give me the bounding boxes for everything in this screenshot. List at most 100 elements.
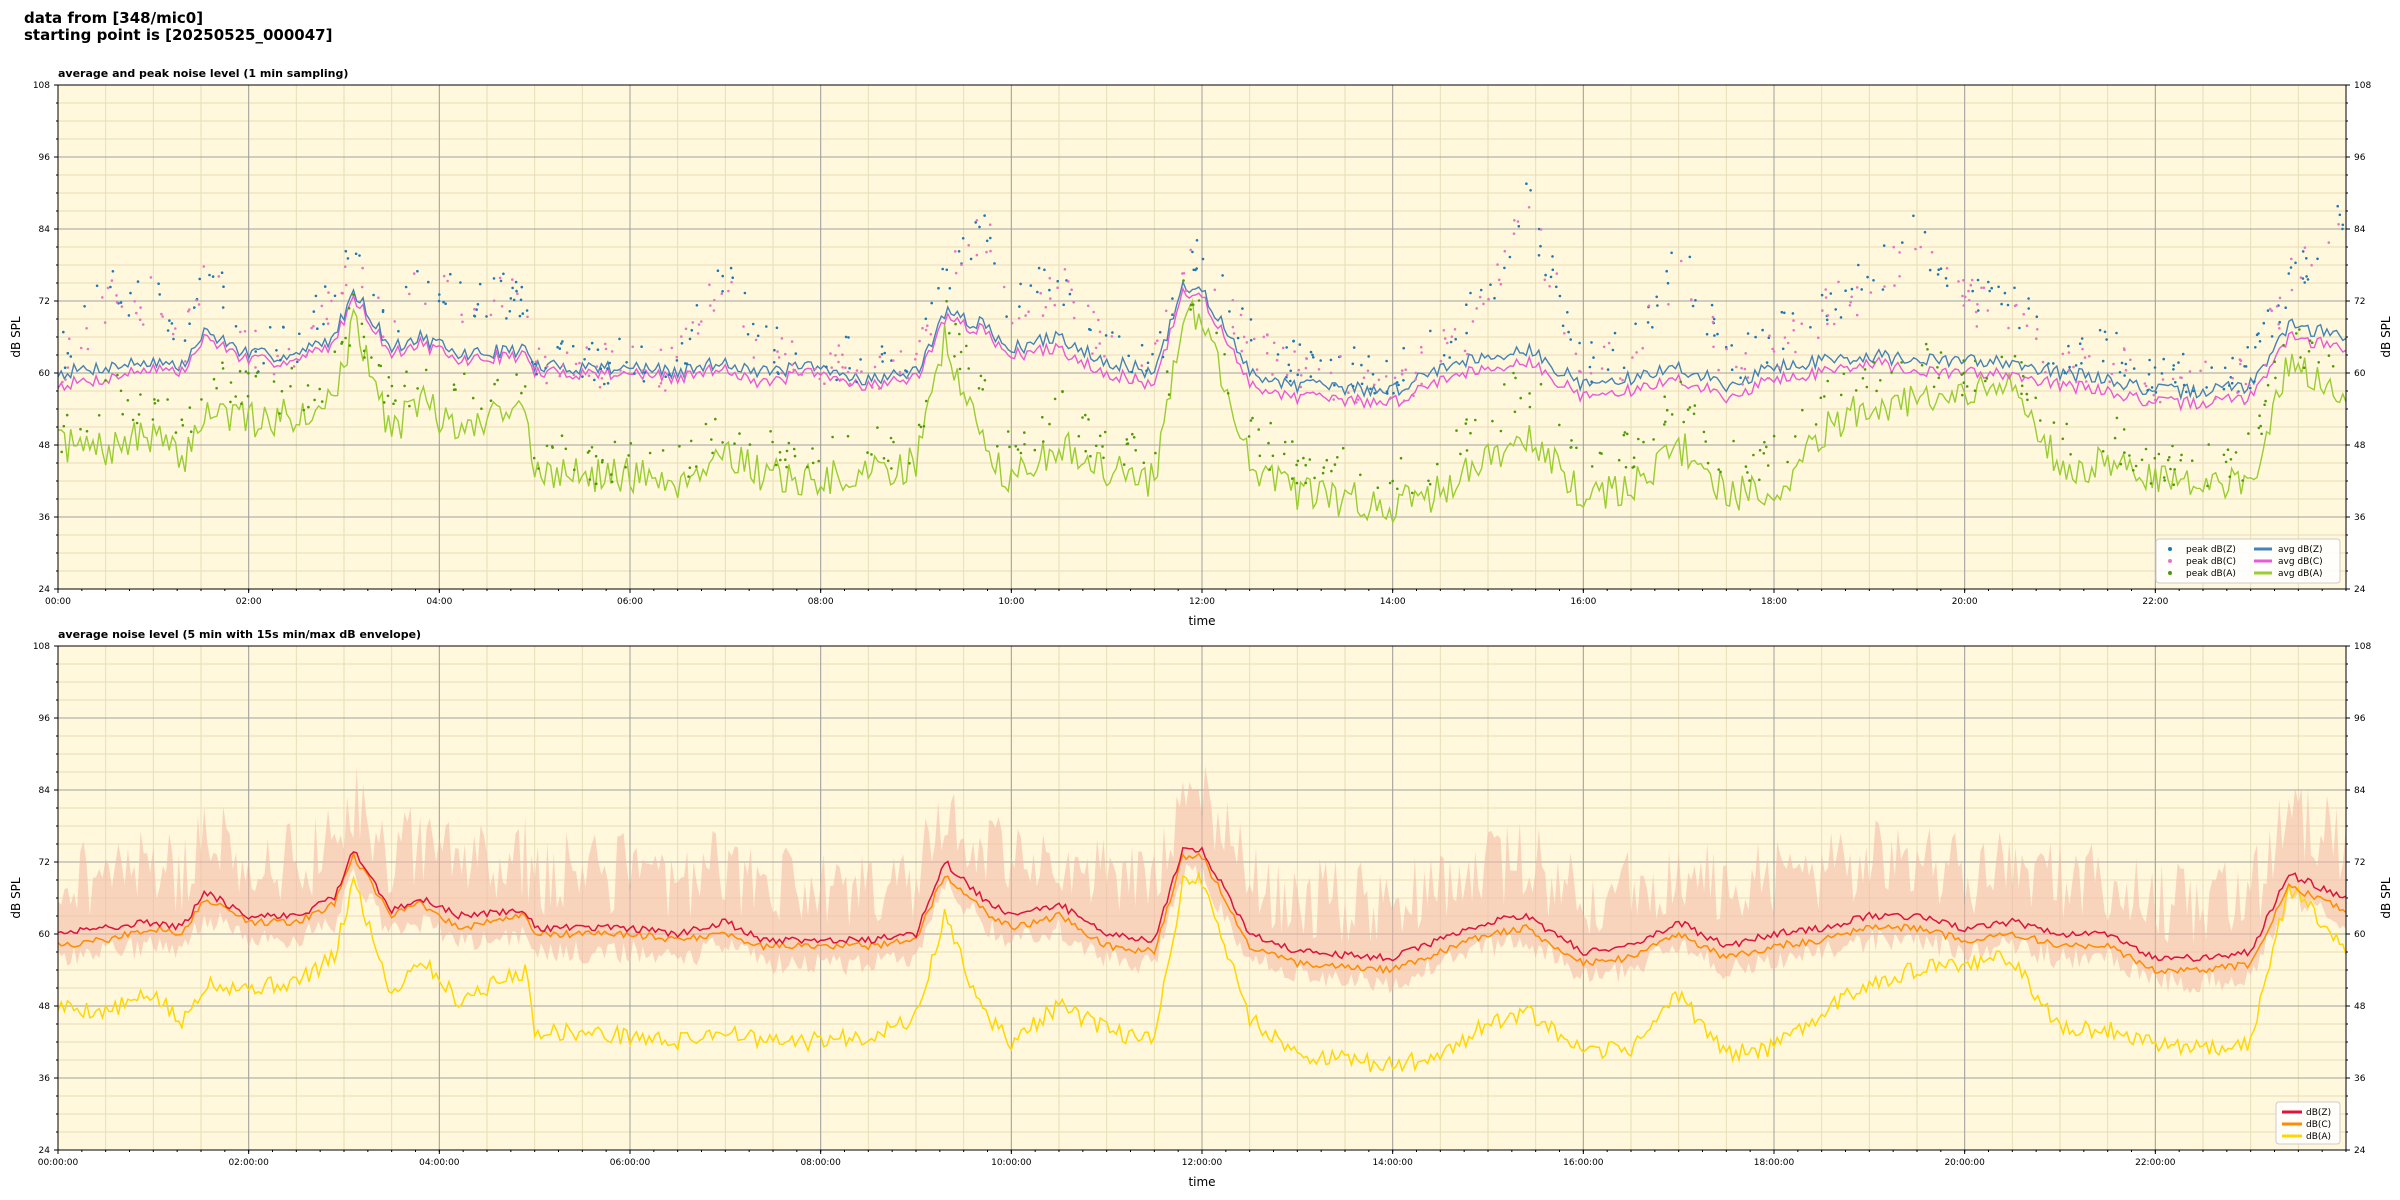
peak-dbz-point <box>296 360 299 364</box>
peak-dba-point <box>306 384 310 387</box>
peak-dbz-point <box>560 342 563 345</box>
peak-dbc-point <box>1975 325 1979 328</box>
peak-dbc-point <box>906 376 910 380</box>
peak-dbz-point <box>254 350 257 353</box>
peak-dba-point <box>1134 449 1137 452</box>
peak-dba-point <box>1014 444 1018 448</box>
peak-dbc-point <box>1239 313 1243 317</box>
peak-dbz-point <box>1820 293 1824 297</box>
peak-dba-point <box>1271 454 1275 458</box>
peak-dba-point <box>892 440 895 444</box>
peak-dba-point <box>2302 366 2306 370</box>
legend-label: peak dB(C) <box>2186 557 2236 567</box>
peak-dbz-point <box>316 327 319 331</box>
x-tick-label: 12:00:00 <box>1182 1158 1223 1168</box>
peak-dba-point <box>876 426 879 429</box>
peak-dbc-point <box>1647 304 1651 308</box>
peak-dbz-point <box>596 348 600 352</box>
peak-dbc-point <box>657 385 661 388</box>
peak-dbc-point <box>461 320 464 324</box>
peak-dbc-point <box>1404 368 1407 372</box>
peak-dba-point <box>234 395 237 398</box>
peak-dba-point <box>1081 416 1084 419</box>
peak-dbz-point <box>221 306 225 309</box>
peak-dba-point <box>774 463 778 467</box>
peak-dbc-point <box>1164 309 1168 313</box>
y-tick-label-right: 60 <box>2354 930 2366 940</box>
peak-dbc-point <box>61 380 64 384</box>
peak-dbc-point <box>684 327 688 331</box>
peak-dbz-point <box>381 309 385 312</box>
peak-dbz-point <box>2270 335 2274 338</box>
peak-dbc-point <box>2275 305 2279 308</box>
peak-dbc-point <box>2180 376 2183 380</box>
peak-dbc-point <box>929 333 933 336</box>
peak-dba-point <box>344 336 347 340</box>
peak-dba-point <box>2039 419 2042 422</box>
peak-dbz-point <box>1767 336 1771 340</box>
peak-dba-point <box>2206 484 2209 488</box>
peak-dbc-point <box>537 347 541 351</box>
peak-dba-point <box>1932 385 1936 389</box>
peak-dba-point <box>1023 431 1026 434</box>
legend-marker <box>2168 559 2172 563</box>
peak-dbz-point <box>111 270 115 273</box>
peak-dba-point <box>151 418 155 421</box>
peak-dba-point <box>1019 451 1023 455</box>
peak-dba-point <box>1302 456 1305 460</box>
peak-dbc-point <box>2061 352 2065 356</box>
peak-dba-point <box>1717 468 1720 471</box>
peak-dbz-point <box>1713 334 1716 337</box>
peak-dbz-point <box>2231 356 2234 360</box>
peak-dbz-point <box>1588 365 1592 369</box>
peak-dbz-point <box>2148 358 2151 362</box>
peak-dbc-point <box>1110 335 1114 338</box>
series-line-avg-dbz <box>58 279 2346 401</box>
peak-dba-point <box>1744 465 1748 468</box>
peak-dbz-point <box>1937 268 1940 272</box>
y-tick-label-left: 72 <box>39 858 50 868</box>
peak-dbc-point <box>846 370 850 374</box>
peak-dbz-point <box>2154 391 2158 394</box>
series-line-dba <box>58 870 2346 1073</box>
peak-dbc-point <box>326 322 330 325</box>
peak-dbc-point <box>1772 350 1776 353</box>
peak-dbc-point <box>2035 337 2038 341</box>
peak-dbc-point <box>924 328 928 332</box>
peak-dba-point <box>1376 486 1380 490</box>
peak-dbc-point <box>2239 362 2242 366</box>
peak-dbc-point <box>574 362 578 366</box>
peak-dbz-point <box>473 314 476 318</box>
peak-dbc-point <box>1304 366 1308 370</box>
peak-dbc-point <box>361 266 364 270</box>
peak-dbz-point <box>1019 282 1022 286</box>
peak-dba-point <box>289 385 292 388</box>
chart-title: average and peak noise level (1 min samp… <box>58 67 348 80</box>
peak-dba-point <box>352 293 355 296</box>
peak-dbz-point <box>1928 268 1932 272</box>
peak-dbz-point <box>172 337 175 341</box>
peak-dba-point <box>2258 414 2261 418</box>
peak-dbc-point <box>1189 248 1192 252</box>
peak-dbc-point <box>1092 310 1095 314</box>
peak-dbz-point <box>358 254 361 257</box>
peak-dbz-point <box>716 269 720 273</box>
peak-dbz-point <box>2027 307 2030 310</box>
peak-dba-point <box>1428 482 1432 486</box>
peak-dba-point <box>1282 452 1286 456</box>
peak-dbc-point <box>442 274 446 278</box>
peak-dba-point <box>2274 376 2277 380</box>
peak-dbz-point <box>282 325 285 329</box>
peak-dbz-point <box>63 366 67 370</box>
peak-dbz-point <box>1781 347 1785 351</box>
peak-dba-point <box>779 458 782 462</box>
peak-dbz-point <box>1448 356 1451 359</box>
peak-dbc-point <box>1619 377 1622 380</box>
peak-dbz-point <box>1397 383 1400 387</box>
peak-dbz-point <box>1465 331 1468 335</box>
peak-dba-point <box>2180 453 2183 457</box>
peak-dbc-point <box>780 337 784 340</box>
peak-dbc-point <box>1850 295 1853 299</box>
peak-dbz-point <box>904 369 907 372</box>
peak-dbc-point <box>141 323 145 326</box>
